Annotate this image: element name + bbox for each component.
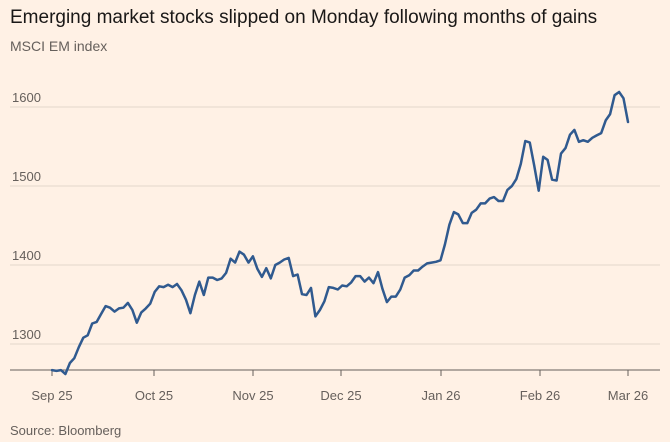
x-tick-label: Feb 26 <box>520 388 560 403</box>
x-tick-label: Oct 25 <box>135 388 173 403</box>
x-tick-label: Mar 26 <box>608 388 648 403</box>
x-tick-label: Nov 25 <box>232 388 273 403</box>
y-tick-label: 1300 <box>12 327 41 342</box>
x-tick-label: Jan 26 <box>421 388 460 403</box>
msci-em-index-line <box>50 90 630 376</box>
chart-subtitle: MSCI EM index <box>10 38 108 54</box>
y-tick-label: 1400 <box>12 248 41 263</box>
grid-lines <box>10 106 660 345</box>
y-axis-labels: 1300 1400 1500 1600 <box>12 90 41 342</box>
x-axis: Sep 25 Oct 25 Nov 25 Dec 25 Jan 26 Feb 26 Mar … <box>10 369 660 403</box>
chart-title: Emerging market stocks slipped on Monday… <box>10 7 598 28</box>
x-tick-label: Dec 25 <box>320 388 361 403</box>
y-tick-label: 1600 <box>12 90 41 105</box>
x-tick-label: Sep 25 <box>31 388 72 403</box>
source-note: Source: Bloomberg <box>10 423 122 438</box>
y-tick-label: 1500 <box>12 169 41 184</box>
